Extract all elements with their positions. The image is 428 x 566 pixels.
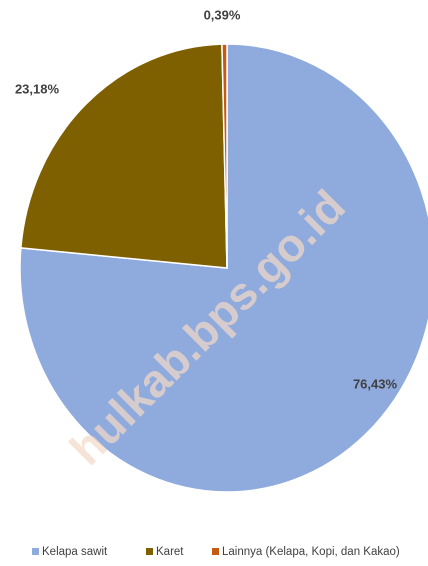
data-label: 76,43% — [353, 376, 398, 391]
legend-label: Kelapa sawit — [42, 546, 108, 558]
legend-label: Karet — [156, 546, 184, 558]
pie-slice — [20, 43, 228, 269]
legend-marker — [32, 548, 39, 555]
legend-label: Lainnya (Kelapa, Kopi, dan Kakao) — [222, 546, 400, 558]
data-label: 23,18% — [15, 81, 60, 96]
legend-marker — [212, 548, 219, 555]
legend-marker — [146, 548, 153, 555]
data-label: 0,39% — [204, 7, 241, 22]
pie-slice — [221, 43, 228, 269]
pie — [19, 43, 428, 493]
